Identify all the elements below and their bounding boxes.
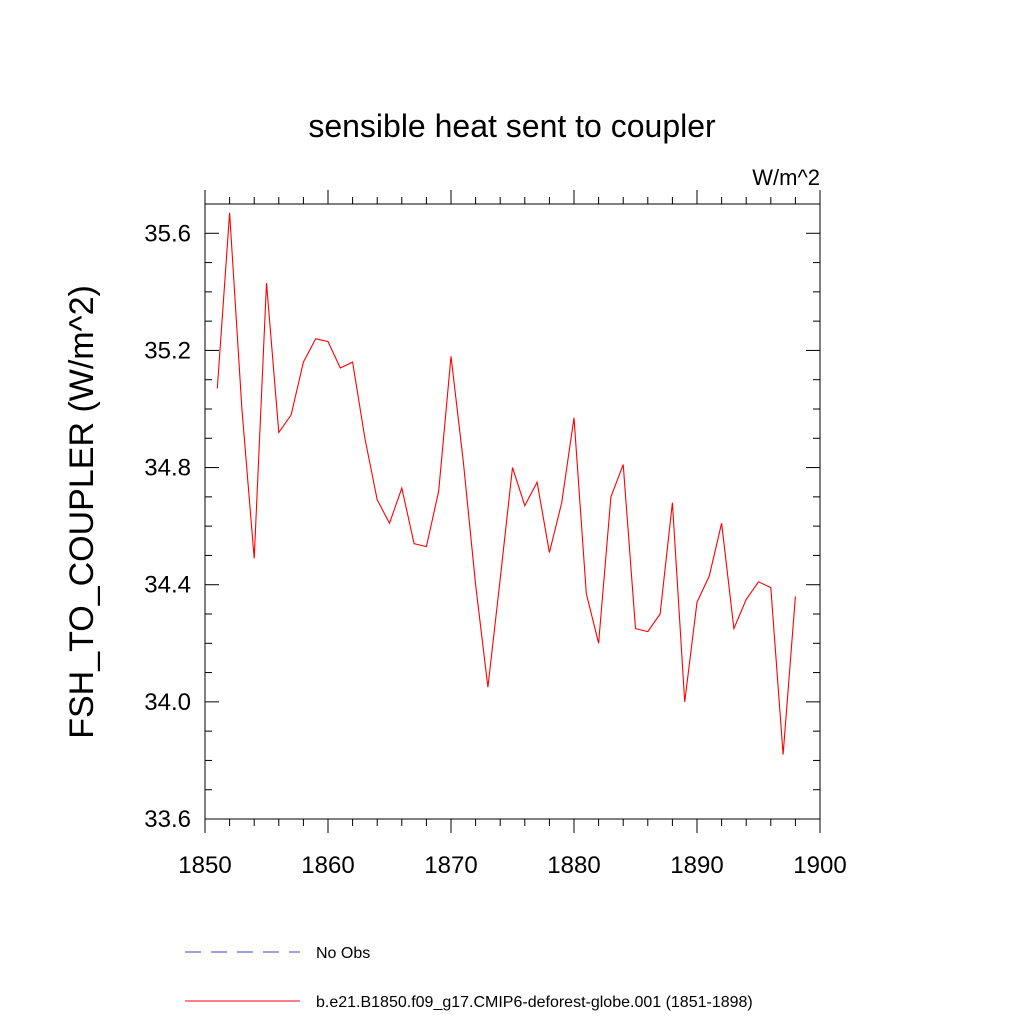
chart-title: sensible heat sent to coupler — [308, 108, 716, 144]
series-layer — [216, 212, 796, 755]
legend-label-0: No Obs — [316, 945, 370, 962]
x-tick-label: 1860 — [301, 852, 354, 879]
plot-frame — [204, 203, 821, 820]
y-tick-label: 34.0 — [144, 689, 191, 716]
x-tick-label: 1880 — [547, 852, 600, 879]
y-tick-label: 35.6 — [144, 220, 191, 247]
y-axis-label: FSH_TO_COUPLER (W/m^2) — [63, 285, 101, 739]
y-tick-label: 34.8 — [144, 455, 191, 482]
units-label: W/m^2 — [752, 165, 820, 190]
x-tick-label: 1870 — [424, 852, 477, 879]
y-tick-label: 34.4 — [144, 572, 191, 599]
x-axis-ticks: 1850 1860 1870 1880 1890 1900 — [178, 190, 847, 879]
y-axis-ticks: 33.6 34.0 34.4 34.8 35.2 35.6 — [144, 203, 820, 833]
y-tick-label: 33.6 — [144, 806, 191, 833]
series-line — [216, 212, 796, 755]
x-tick-label: 1850 — [178, 852, 231, 879]
legend-label-1: b.e21.B1850.f09_g17.CMIP6-deforest-globe… — [316, 994, 753, 1011]
x-tick-label: 1890 — [670, 852, 723, 879]
x-tick-label: 1900 — [793, 852, 846, 879]
y-tick-label: 35.2 — [144, 337, 191, 364]
legend: No Obs b.e21.B1850.f09_g17.CMIP6-deforest… — [185, 945, 753, 1011]
